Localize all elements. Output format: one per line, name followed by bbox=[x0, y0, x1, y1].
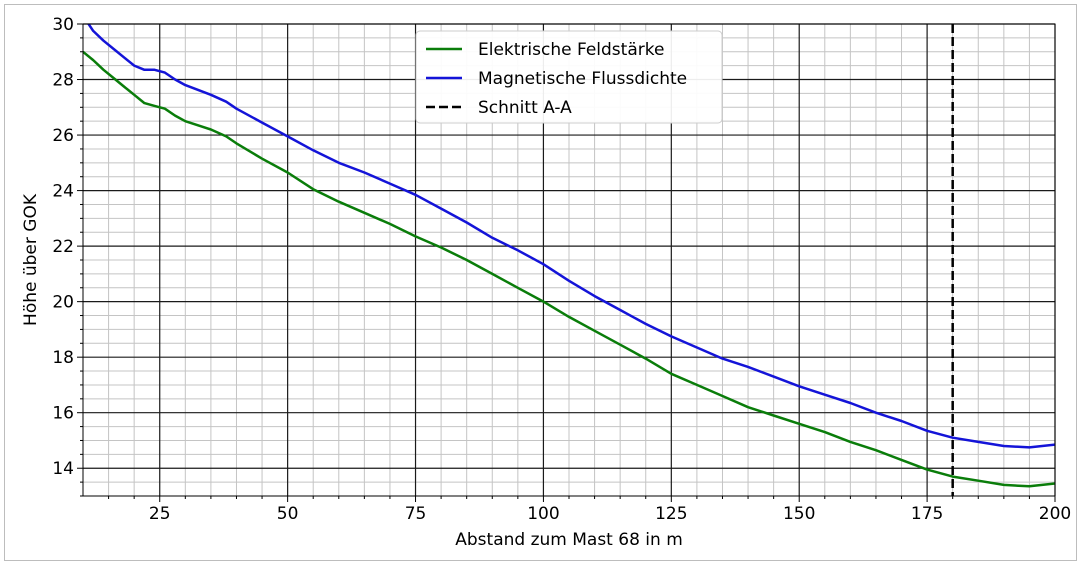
x-tick-label: 25 bbox=[149, 504, 171, 524]
x-tick-label: 100 bbox=[527, 504, 559, 524]
legend-box bbox=[415, 30, 723, 124]
x-tick-label: 50 bbox=[277, 504, 299, 524]
legend-label: Schnitt A-A bbox=[478, 98, 572, 118]
series-line-1 bbox=[87, 24, 1055, 449]
series-line-0 bbox=[83, 50, 1055, 488]
y-tick-label: 22 bbox=[52, 237, 74, 257]
x-tick-label: 75 bbox=[405, 504, 427, 524]
y-axis-label: Höhe über GOK bbox=[21, 193, 41, 326]
x-tick-label: 125 bbox=[655, 504, 687, 524]
y-tick-label: 24 bbox=[52, 182, 74, 202]
y-tick-label: 18 bbox=[52, 348, 74, 368]
y-tick-label: 20 bbox=[52, 293, 74, 313]
x-axis-label: Abstand zum Mast 68 in m bbox=[455, 530, 683, 550]
y-tick-label: 16 bbox=[52, 404, 74, 424]
legend-label: Elektrische Feldstärke bbox=[478, 40, 664, 60]
x-tick-label: 150 bbox=[783, 504, 815, 524]
y-tick-label: 30 bbox=[52, 15, 74, 35]
y-tick-label: 14 bbox=[52, 459, 74, 479]
legend-label: Magnetische Flussdichte bbox=[478, 69, 687, 89]
legend: Elektrische Feldstärke Magnetische Flussd… bbox=[415, 30, 723, 124]
axis-ticks: 25 50 75 100 125 150 175 200 14 16 18 20 22 24 26 28 30 bbox=[52, 15, 1071, 524]
y-tick-label: 26 bbox=[52, 126, 74, 146]
y-tick-label: 28 bbox=[52, 71, 74, 91]
x-tick-label: 175 bbox=[911, 504, 943, 524]
series-lines bbox=[83, 24, 1055, 496]
x-tick-label: 200 bbox=[1039, 504, 1071, 524]
